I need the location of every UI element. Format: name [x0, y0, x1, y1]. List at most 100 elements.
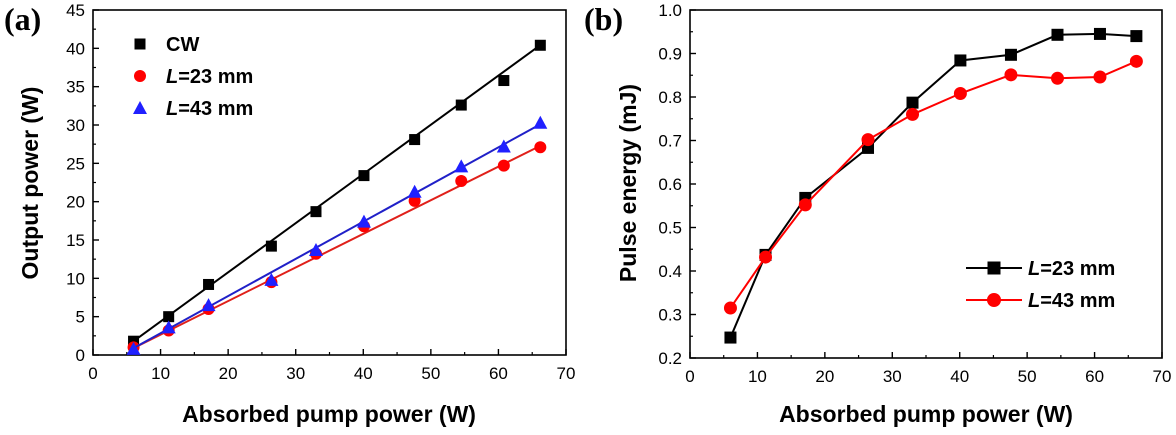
series-line	[729, 32, 1137, 338]
series-line	[729, 60, 1137, 309]
x-tick-label: 30	[286, 364, 305, 383]
y-tick-label: 0.2	[658, 349, 682, 368]
y-tick-label: 10	[66, 269, 85, 288]
x-tick-label: 40	[950, 367, 969, 386]
legend-label: L=23 mm	[1028, 258, 1115, 280]
y-tick-label: 0.4	[658, 262, 682, 281]
x-tick-label: 10	[748, 367, 767, 386]
x-axis-label: Absorbed pump power (W)	[779, 401, 1073, 427]
data-point	[1004, 48, 1017, 61]
x-tick-label: 70	[557, 364, 576, 383]
data-point	[723, 301, 737, 315]
y-tick-label: 15	[66, 231, 85, 250]
data-point	[759, 250, 773, 264]
x-tick-label: 40	[354, 364, 373, 383]
chart-panel-b: (b) 0 10 20 30 40 50 60 70 0.2 0.3 0.4 0.5 0.6 0.7 0.8 0…	[584, 1, 1171, 427]
legend-label-text: =43 mm	[178, 98, 253, 120]
x-tick-label: 20	[219, 364, 238, 383]
data-point	[953, 87, 967, 101]
x-tick-label: 50	[1018, 367, 1037, 386]
legend-label: CW	[166, 34, 199, 56]
data-point	[1050, 71, 1064, 85]
legend-label: L=43 mm	[1028, 290, 1115, 312]
fit-line	[133, 124, 540, 349]
y-tick-label: 25	[66, 154, 85, 173]
x-tick-label: 60	[489, 364, 508, 383]
data-point	[356, 214, 371, 228]
data-point	[161, 320, 176, 334]
legend-label-text: =43 mm	[1040, 290, 1115, 312]
x-tick-label: 60	[1085, 367, 1104, 386]
y-tick-label: 0.7	[658, 132, 682, 151]
y-tick-label: 0.5	[658, 219, 682, 238]
x-axis-label: Absorbed pump power (W)	[182, 401, 476, 427]
legend-label-italic: L	[166, 98, 178, 120]
y-tick-label: 5	[76, 308, 85, 327]
y-tick-label: 35	[66, 78, 85, 97]
data-point	[455, 174, 468, 187]
data-point	[533, 115, 548, 129]
panel-label: (a)	[4, 1, 41, 37]
y-tick-label: 1.0	[658, 1, 682, 20]
legend-label-text: CW	[166, 34, 199, 56]
legend-label: L=43 mm	[166, 98, 253, 120]
data-point	[724, 331, 737, 344]
data-point	[534, 141, 547, 154]
data-point	[128, 335, 140, 347]
data-point	[1093, 70, 1107, 84]
plot-frame	[92, 9, 567, 356]
data-point	[534, 39, 546, 51]
y-axis-label: Output power (W)	[17, 87, 43, 280]
x-tick-label: 20	[815, 367, 834, 386]
y-tick-label: 0.3	[658, 306, 682, 325]
data-point	[1051, 28, 1064, 41]
fit-line	[132, 45, 540, 343]
y-tick-label: 0	[76, 346, 85, 365]
data-point	[1004, 68, 1018, 82]
legend-label-text: =23 mm	[1040, 258, 1115, 280]
data-point	[409, 134, 421, 146]
panel-label: (b)	[584, 1, 623, 37]
series-0	[128, 39, 546, 347]
legend-marker	[134, 70, 146, 82]
legend-label-italic: L	[1028, 258, 1040, 280]
data-point	[906, 107, 920, 121]
data-point	[498, 75, 510, 87]
data-point	[861, 133, 875, 147]
data-point	[264, 272, 279, 286]
legend-marker	[134, 38, 146, 50]
y-tick-label: 45	[66, 1, 85, 20]
legend-label: L=23 mm	[166, 66, 253, 88]
data-point	[407, 184, 422, 198]
legend-label-text: =23 mm	[178, 66, 253, 88]
data-point	[358, 170, 370, 182]
data-point	[496, 139, 511, 153]
data-point	[1130, 30, 1143, 43]
data-point	[455, 99, 467, 111]
series-1	[127, 141, 547, 354]
fit-line	[133, 145, 540, 349]
x-tick-label: 0	[685, 367, 694, 386]
data-point	[497, 159, 510, 172]
y-tick-label: 40	[66, 39, 85, 58]
legend-marker	[987, 261, 1001, 275]
x-tick-label: 30	[883, 367, 902, 386]
x-tick-label: 50	[421, 364, 440, 383]
y-tick-label: 30	[66, 116, 85, 135]
x-tick-label: 70	[1153, 367, 1172, 386]
data-point	[1129, 54, 1143, 68]
data-point	[201, 298, 216, 312]
legend: CW L=23 mm L=43 mm	[133, 34, 253, 120]
data-point	[126, 341, 141, 355]
legend-label-italic: L	[1028, 290, 1040, 312]
y-tick-label: 20	[66, 193, 85, 212]
x-tick-label: 10	[151, 364, 170, 383]
data-point	[408, 194, 421, 207]
y-tick-label: 0.6	[658, 175, 682, 194]
series-1	[723, 54, 1143, 315]
series-2	[126, 115, 548, 355]
legend-marker	[133, 101, 147, 114]
y-tick-label: 0.9	[658, 45, 682, 64]
data-point	[308, 242, 323, 256]
